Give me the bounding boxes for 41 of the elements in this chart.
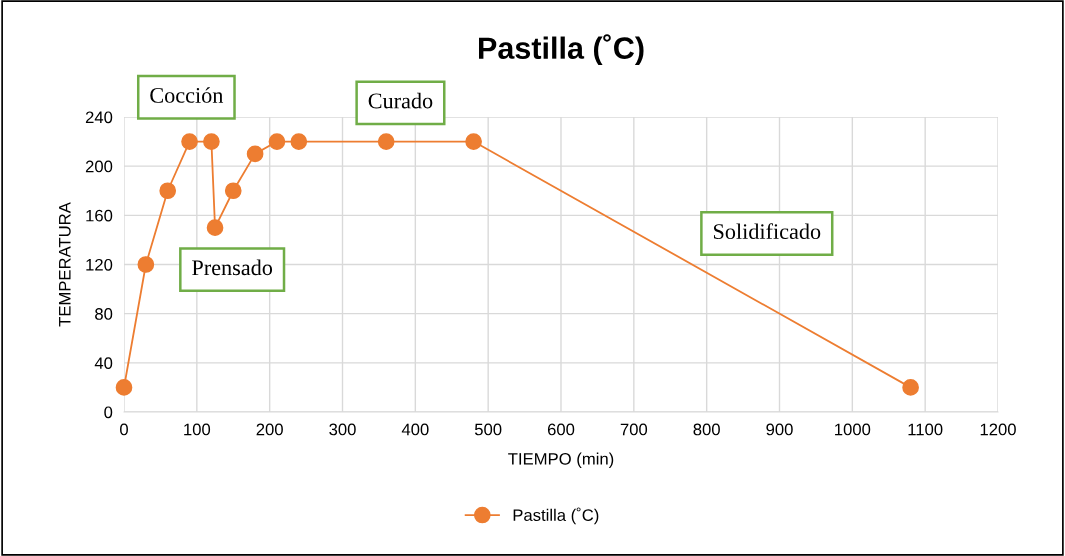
point: [290, 133, 308, 150]
x-tick-label: 200: [256, 423, 283, 436]
x-tick-label: 1100: [908, 423, 943, 436]
x-axis-title: TIEMPO (min): [508, 452, 614, 469]
text: Cocción: [150, 87, 224, 103]
x-tick-label: 100: [184, 423, 211, 436]
point: [203, 133, 220, 150]
y-tick-label: 240: [85, 111, 113, 124]
x-tick-label: 300: [329, 423, 356, 436]
y-tick-label: 40: [94, 357, 113, 370]
legend-label: Pastilla (˚C): [513, 507, 599, 525]
annotation: Solidificado: [713, 223, 821, 240]
point: [206, 219, 224, 236]
point: [159, 182, 177, 200]
point: [246, 145, 264, 163]
x-tick-label: 400: [401, 423, 429, 436]
x-tick-label: 0: [120, 423, 128, 436]
x-tick-label: 900: [766, 423, 793, 436]
annotation: Prensado: [192, 259, 273, 276]
text: Curado: [368, 92, 433, 109]
y-axis-title: TEMPERATURA: [59, 202, 71, 327]
point: [181, 133, 198, 150]
y-tick-label: 80: [95, 308, 113, 320]
x-tick-label: 1000: [835, 423, 871, 436]
x-tick-label: 500: [474, 423, 502, 436]
point: [268, 133, 286, 150]
x-tick-label: 600: [547, 423, 575, 436]
x-tick-label: 1200: [980, 423, 1016, 436]
chart-title: Pastilla (˚C): [479, 34, 644, 66]
point: [224, 182, 242, 200]
point: [465, 133, 482, 150]
point: [902, 379, 919, 396]
x-tick-label: 700: [620, 423, 648, 436]
point: [377, 133, 395, 150]
point: [137, 256, 155, 273]
point: [115, 379, 133, 396]
y-tick-label: 0: [104, 406, 113, 419]
x-tick-label: 800: [693, 423, 720, 436]
y-tick-label: 200: [85, 160, 113, 173]
y-tick-label: 160: [86, 209, 113, 222]
y-tick-label: 120: [86, 258, 113, 271]
